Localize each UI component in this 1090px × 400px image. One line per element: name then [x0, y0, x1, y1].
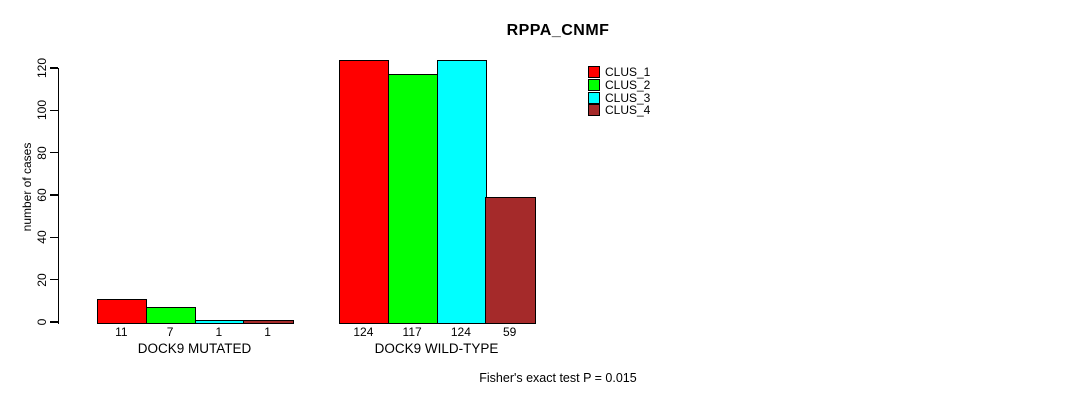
y-axis-tick [49, 194, 58, 196]
bar-value-label: 11 [115, 325, 128, 339]
bar-clus_2-wildtype [387, 74, 438, 324]
bar-clus_3-mutated [194, 319, 245, 324]
bar-clus_3-wildtype [436, 59, 487, 324]
legend-label: CLUS_2 [605, 78, 651, 93]
bar-clus_2-mutated [145, 307, 196, 324]
bar-value-label: 7 [166, 325, 174, 339]
chart-title: RPPA_CNMF [506, 22, 610, 39]
legend-swatch-clus_4 [588, 104, 600, 117]
fisher-test-annotation: Fisher's exact test P = 0.015 [479, 371, 637, 385]
category-label: DOCK9 MUTATED [137, 341, 252, 356]
bar-value-label: 124 [450, 325, 471, 339]
legend-swatch-clus_3 [588, 91, 600, 104]
bar-value-label: 124 [353, 325, 374, 339]
y-axis-tick [49, 151, 58, 154]
y-axis-tick-label: 100 [35, 100, 49, 121]
legend-entry-clus_2: CLUS_2 [588, 79, 650, 92]
y-axis-tick-label: 20 [35, 272, 49, 287]
y-axis-tick-label: 80 [35, 145, 49, 160]
y-axis-tick [49, 278, 58, 281]
legend-entry-clus_4: CLUS_4 [588, 104, 650, 117]
bar-value-label: 1 [264, 325, 271, 339]
y-axis-tick [49, 321, 58, 323]
legend-entry-clus_1: CLUS_1 [588, 66, 650, 79]
legend-label: CLUS_4 [605, 103, 651, 118]
legend-label: CLUS_1 [605, 65, 651, 80]
y-axis-tick-label: 40 [35, 230, 49, 245]
legend-swatch-clus_1 [588, 66, 600, 79]
y-axis-line [57, 68, 59, 324]
bar-value-label: 117 [402, 325, 422, 339]
y-axis-tick-label: 60 [35, 188, 49, 202]
legend-entry-clus_3: CLUS_3 [588, 91, 650, 104]
bar-clus_1-wildtype [339, 59, 390, 324]
legend-label: CLUS_3 [605, 90, 651, 105]
bar-value-label: 1 [215, 325, 223, 339]
category-label: DOCK9 WILD-TYPE [374, 341, 499, 356]
bar-clus_4-wildtype [485, 197, 536, 324]
bar-clus_1-mutated [97, 298, 148, 324]
legend: CLUS_1 CLUS_2 CLUS_3 CLUS_4 [588, 66, 650, 117]
y-axis-tick-label: 0 [35, 318, 49, 326]
bar-value-label: 59 [502, 325, 517, 339]
y-axis-tick-label: 120 [35, 57, 49, 79]
y-axis-tick [49, 109, 58, 112]
y-axis-tick [49, 67, 58, 69]
legend-swatch-clus_2 [588, 79, 600, 92]
y-axis-tick [49, 236, 58, 239]
bar-clus_4-mutated [243, 319, 294, 324]
